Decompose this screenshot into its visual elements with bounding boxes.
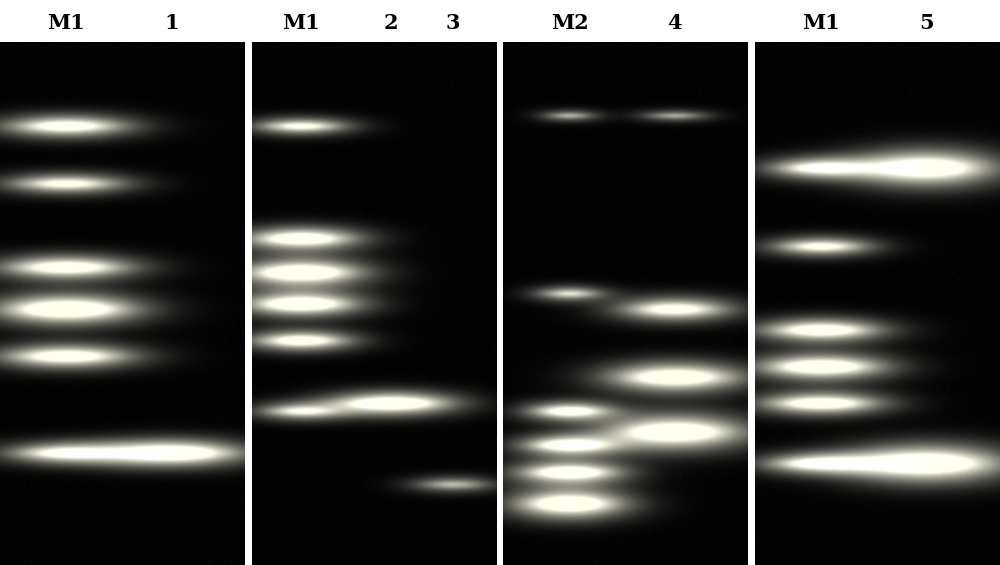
Text: M2: M2 — [551, 14, 588, 33]
Text: M1: M1 — [802, 14, 840, 33]
Text: 4: 4 — [668, 14, 682, 33]
Text: 3: 3 — [445, 14, 460, 33]
Text: M1: M1 — [47, 14, 85, 33]
Text: 1: 1 — [164, 14, 179, 33]
Text: M1: M1 — [282, 14, 320, 33]
Text: 2: 2 — [384, 14, 399, 33]
Text: 5: 5 — [919, 14, 934, 33]
